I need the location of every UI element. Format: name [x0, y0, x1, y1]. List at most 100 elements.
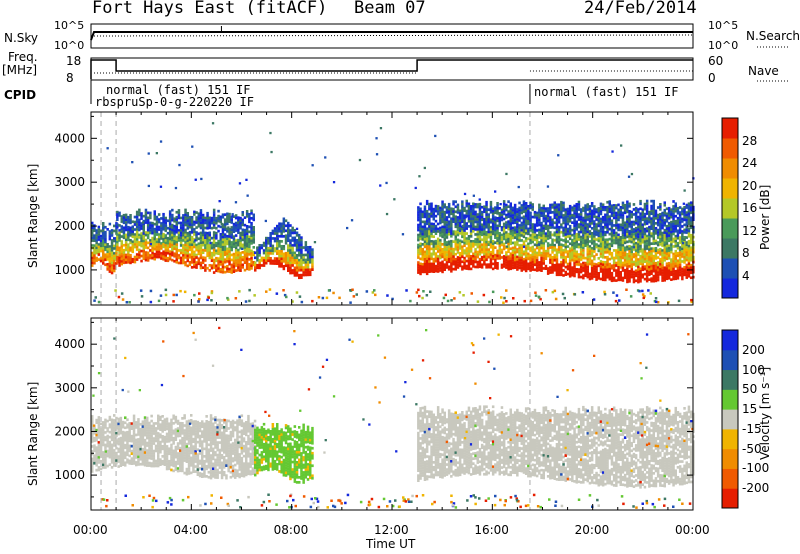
power-cell — [507, 267, 510, 271]
power-cell — [160, 217, 163, 220]
power-cell — [606, 250, 609, 254]
power-cell — [146, 236, 150, 240]
power-cell — [93, 236, 96, 240]
power-cell — [287, 269, 290, 272]
power-cell — [135, 243, 139, 246]
power-cell — [542, 262, 545, 265]
power-cell — [175, 238, 178, 242]
power-cell — [478, 207, 482, 211]
power-cell — [531, 230, 534, 234]
power-cell — [190, 248, 194, 252]
power-cell — [496, 267, 499, 270]
power-cell — [197, 252, 200, 256]
power-cell — [555, 268, 559, 272]
power-cell — [573, 257, 576, 260]
power-cell — [432, 242, 435, 246]
power-cell — [287, 244, 290, 247]
power-cell — [557, 233, 561, 237]
power-cell — [175, 258, 178, 262]
power-cell — [188, 240, 192, 244]
power-cell — [566, 245, 570, 248]
power-cell — [621, 219, 625, 222]
power-cell — [626, 225, 629, 229]
power-cell — [454, 237, 457, 241]
power-cell — [608, 232, 611, 236]
power-cell — [615, 274, 618, 277]
power-cell — [637, 230, 640, 234]
power-cell — [104, 233, 107, 237]
power-cell — [678, 253, 682, 257]
power-cell — [621, 236, 625, 240]
power-cell — [531, 250, 534, 254]
power-cell — [304, 273, 308, 277]
power-cell — [527, 252, 530, 256]
power-cell — [687, 217, 691, 221]
power-cell — [566, 240, 570, 243]
power-cell — [215, 244, 218, 248]
power-cell — [113, 267, 116, 270]
power-cell — [643, 272, 647, 276]
power-cell — [447, 232, 451, 236]
power-cell — [483, 220, 486, 224]
power-cell — [469, 212, 473, 216]
power-cell — [461, 235, 464, 239]
power-cell — [300, 236, 303, 239]
power-cell — [674, 277, 677, 281]
power-cell — [419, 242, 422, 246]
power-cell — [663, 251, 666, 255]
power-cell — [199, 224, 203, 227]
power-cell — [474, 248, 477, 251]
power-cell — [127, 225, 130, 229]
power-cell — [474, 240, 477, 244]
power-cell — [441, 255, 444, 259]
power-cell — [127, 253, 130, 257]
power-cell — [634, 226, 638, 230]
power-cell — [659, 220, 662, 224]
power-cell — [661, 251, 664, 255]
power-cell — [241, 218, 244, 222]
power-cell — [289, 256, 292, 260]
power-cell — [582, 209, 585, 212]
power-cell — [278, 224, 281, 228]
power-cell — [584, 221, 587, 225]
power-cell — [516, 228, 519, 231]
power-cell — [573, 234, 576, 238]
power-cell — [417, 228, 420, 232]
power-cell — [483, 245, 486, 249]
power-cell — [650, 224, 653, 228]
power-cell — [573, 264, 576, 268]
power-cell — [465, 202, 468, 205]
power-cell — [683, 213, 686, 217]
power-cell — [562, 269, 565, 272]
power-cell — [306, 258, 310, 262]
power-cell — [485, 235, 488, 239]
power-cell — [599, 235, 603, 238]
power-cell — [129, 259, 132, 262]
power-cell — [498, 237, 501, 240]
power-cell — [648, 235, 651, 239]
power-cell — [628, 215, 631, 218]
power-cell — [518, 251, 521, 255]
power-cell — [166, 219, 170, 223]
power-cell — [131, 260, 134, 264]
power-cell — [535, 221, 539, 225]
power-cell — [258, 254, 261, 257]
power-cell — [149, 211, 152, 215]
power-cell — [480, 218, 484, 222]
power-cell — [643, 242, 647, 246]
power-cell — [564, 230, 567, 234]
power-cell — [663, 231, 666, 235]
power-cell — [291, 271, 294, 275]
power-cell — [298, 266, 301, 270]
power-cell — [579, 255, 583, 259]
power-cell — [293, 269, 297, 272]
power-cell — [226, 255, 229, 258]
power-cell — [509, 207, 512, 211]
power-cell — [188, 235, 192, 239]
power-cell — [626, 245, 629, 249]
power-cell — [476, 260, 479, 264]
power-cell — [656, 251, 660, 254]
power-cell — [485, 220, 488, 224]
power-cell — [659, 243, 662, 246]
power-cell — [291, 249, 294, 252]
